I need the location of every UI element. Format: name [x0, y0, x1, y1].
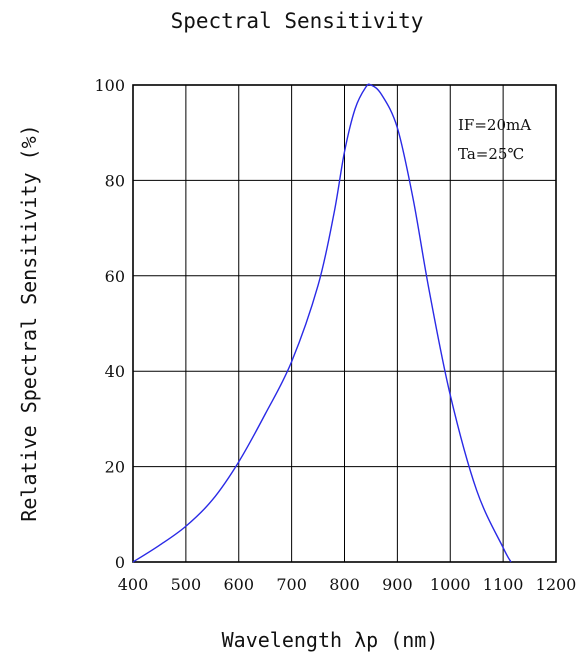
annotation-ambient-temperature: Ta=25℃	[458, 145, 524, 163]
x-axis-label: Wavelength λp (nm)	[222, 628, 439, 652]
y-axis-label: Relative Spectral Sensitivity (%)	[17, 124, 41, 521]
x-tick-label: 700	[276, 575, 307, 594]
x-tick-label: 800	[329, 575, 360, 594]
x-tick-label: 500	[171, 575, 202, 594]
x-tick-label: 600	[223, 575, 254, 594]
y-tick-label: 40	[105, 362, 125, 381]
y-tick-label: 60	[105, 267, 125, 286]
x-tick-label: 1200	[536, 575, 577, 594]
chart-title: Spectral Sensitivity	[171, 9, 424, 33]
x-tick-label: 1100	[483, 575, 524, 594]
x-tick-label: 900	[382, 575, 413, 594]
x-tick-label: 400	[118, 575, 149, 594]
y-tick-label: 20	[105, 458, 125, 477]
x-tick-label: 1000	[430, 575, 471, 594]
y-tick-label: 80	[105, 171, 125, 190]
y-tick-label: 0	[115, 553, 125, 572]
y-tick-labels: 0 20 40 60 80 100	[94, 76, 125, 572]
sensitivity-curve	[132, 83, 512, 563]
annotation-forward-current: IF=20mA	[458, 116, 531, 134]
plot-frame	[132, 84, 557, 563]
grid	[132, 84, 557, 563]
x-tick-labels: 400 500 600 700 800 900 1000 1100 1200	[118, 575, 577, 594]
y-tick-label: 100	[94, 76, 125, 95]
